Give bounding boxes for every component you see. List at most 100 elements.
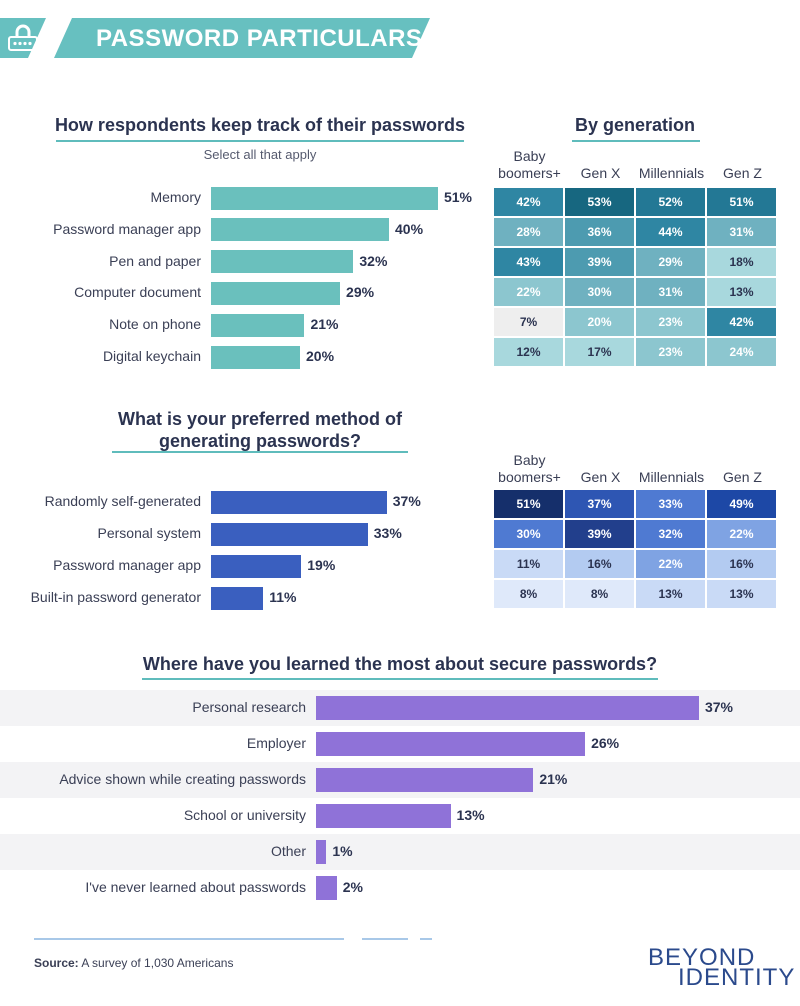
heatmap-cell: 42% — [707, 308, 776, 336]
heatmap-cell: 29% — [636, 248, 705, 276]
footer-divider — [420, 938, 432, 940]
heatmap-cell: 52% — [636, 188, 705, 216]
heatmap-cell: 16% — [565, 550, 634, 578]
bar-value: 20% — [306, 348, 334, 364]
track-chart-title: How respondents keep track of their pass… — [48, 114, 472, 136]
bar — [316, 696, 699, 720]
bar — [211, 523, 368, 546]
bar-value: 26% — [591, 735, 619, 751]
generation-title-underline — [572, 140, 700, 142]
generation-header: Gen X — [565, 165, 636, 182]
bar-label: Memory — [0, 189, 201, 205]
bar-value: 40% — [395, 221, 423, 237]
heatmap-cell: 22% — [494, 278, 563, 306]
heatmap-cell: 31% — [707, 218, 776, 246]
bar-label: Password manager app — [0, 221, 201, 237]
heatmap-cell: 17% — [565, 338, 634, 366]
bar-value: 1% — [332, 843, 352, 859]
bar-label: Note on phone — [0, 316, 201, 332]
track-title-underline — [56, 140, 464, 142]
bar — [211, 346, 300, 369]
heatmap-cell: 13% — [707, 278, 776, 306]
bar-value: 32% — [359, 253, 387, 269]
heatmap-cell: 36% — [565, 218, 634, 246]
bar-value: 37% — [393, 493, 421, 509]
heatmap-cell: 20% — [565, 308, 634, 336]
heatmap-cell: 51% — [707, 188, 776, 216]
generation-header: Baby boomers+ — [494, 148, 565, 182]
heatmap-cell: 51% — [494, 490, 563, 518]
heatmap-cell: 37% — [565, 490, 634, 518]
bar — [211, 250, 353, 273]
bar-label: Computer document — [0, 284, 201, 300]
heatmap-cell: 12% — [494, 338, 563, 366]
bar-value: 19% — [307, 557, 335, 573]
heatmap-cell: 28% — [494, 218, 563, 246]
bar-value: 21% — [310, 316, 338, 332]
heatmap-cell: 23% — [636, 338, 705, 366]
bar-label: Digital keychain — [0, 348, 201, 364]
bar-label: Password manager app — [0, 557, 201, 573]
bar — [211, 555, 301, 578]
heatmap-cell: 22% — [636, 550, 705, 578]
bar — [316, 804, 451, 828]
brand-logo-line2: IDENTITY — [678, 964, 795, 992]
generation-header: Millennials — [636, 165, 707, 182]
heatmap-cell: 39% — [565, 248, 634, 276]
heatmap-cell: 39% — [565, 520, 634, 548]
heatmap-cell: 30% — [494, 520, 563, 548]
bar-value: 33% — [374, 525, 402, 541]
bar-label: Personal system — [0, 525, 201, 541]
source-label: Source: — [34, 956, 79, 970]
heatmap-cell: 18% — [707, 248, 776, 276]
footer-divider — [34, 938, 344, 940]
bar — [316, 732, 585, 756]
heatmap-cell: 11% — [494, 550, 563, 578]
bar-label: Built-in password generator — [0, 589, 201, 605]
heatmap-cell: 42% — [494, 188, 563, 216]
source-note: Source: A survey of 1,030 Americans — [34, 956, 233, 970]
generation-title: By generation — [560, 114, 710, 136]
heatmap-cell: 8% — [494, 580, 563, 608]
track-chart-subtitle: Select all that apply — [160, 147, 360, 162]
bar — [316, 840, 326, 864]
heatmap-cell: 33% — [636, 490, 705, 518]
bar — [211, 491, 387, 514]
heatmap-cell: 13% — [636, 580, 705, 608]
generation-header: Millennials — [636, 469, 707, 486]
bar — [316, 768, 533, 792]
bar-value: 51% — [444, 189, 472, 205]
heatmap-cell: 8% — [565, 580, 634, 608]
bar-label: I've never learned about passwords — [6, 879, 306, 895]
heatmap-cell: 43% — [494, 248, 563, 276]
heatmap-cell: 30% — [565, 278, 634, 306]
bar-value: 11% — [269, 589, 296, 605]
bar-label: Advice shown while creating passwords — [6, 771, 306, 787]
heatmap-cell: 22% — [707, 520, 776, 548]
learned-chart-title: Where have you learned the most about se… — [120, 653, 680, 675]
bar-value: 29% — [346, 284, 374, 300]
bar-value: 2% — [343, 879, 363, 895]
learned-title-underline — [142, 678, 658, 680]
generation-header: Gen X — [565, 469, 636, 486]
bar — [211, 282, 340, 305]
generate-chart-title: What is your preferred method of generat… — [100, 408, 420, 452]
heatmap-cell: 23% — [636, 308, 705, 336]
generation-header: Gen Z — [707, 469, 778, 486]
heatmap-cell: 32% — [636, 520, 705, 548]
bar-label: Employer — [6, 735, 306, 751]
heatmap-cell: 44% — [636, 218, 705, 246]
heatmap-cell: 13% — [707, 580, 776, 608]
bar-label: Other — [6, 843, 306, 859]
generation-header: Gen Z — [707, 165, 778, 182]
heatmap-cell: 49% — [707, 490, 776, 518]
generate-title-underline — [112, 451, 408, 453]
bar-label: Personal research — [6, 699, 306, 715]
bar-label: School or university — [6, 807, 306, 823]
generation-header: Baby boomers+ — [494, 452, 565, 486]
source-text: A survey of 1,030 Americans — [81, 956, 233, 970]
page-title: PASSWORD PARTICULARS — [96, 25, 422, 53]
footer-divider — [362, 938, 408, 940]
bar-value: 21% — [539, 771, 567, 787]
bar — [211, 314, 304, 337]
